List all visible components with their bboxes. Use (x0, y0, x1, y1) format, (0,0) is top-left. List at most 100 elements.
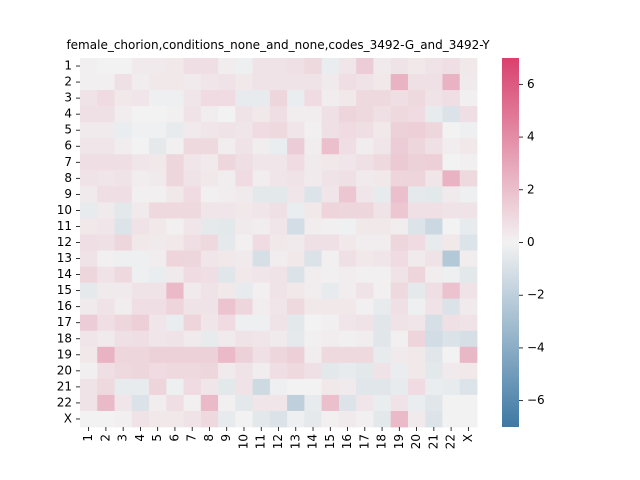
heatmap-cell (321, 122, 340, 139)
heatmap-cell (459, 346, 478, 364)
heatmap-cell (338, 410, 357, 428)
heatmap-cell (321, 202, 340, 219)
heatmap-cell (131, 186, 150, 203)
heatmap-cell (166, 234, 184, 251)
heatmap-cell (442, 378, 461, 396)
heatmap-cell (459, 282, 478, 300)
heatmap-cell (338, 314, 357, 332)
colorbar-tick-label: −6 (527, 393, 545, 407)
heatmap-cell (425, 58, 443, 75)
heatmap-cell (287, 58, 305, 75)
colorbar-tick-label: 0 (527, 235, 535, 249)
heatmap-cell (373, 122, 392, 139)
heatmap-cell (166, 314, 184, 332)
heatmap-cell (425, 202, 443, 219)
heatmap-cell (97, 122, 115, 139)
heatmap-cell (166, 250, 184, 267)
heatmap-cell (149, 314, 167, 332)
heatmap-cell (80, 58, 98, 75)
heatmap-cell (459, 106, 478, 123)
heatmap-cell (407, 234, 426, 251)
heatmap-cell (373, 410, 392, 428)
heatmap-cell (459, 218, 478, 235)
heatmap-cell (166, 202, 184, 219)
heatmap-cell (97, 218, 115, 235)
heatmap-cell (166, 74, 184, 91)
heatmap-cell (80, 410, 98, 428)
heatmap-cell (269, 138, 288, 155)
heatmap-cell (200, 234, 219, 251)
heatmap-cell (269, 314, 288, 332)
y-tick-label: 9 (64, 187, 72, 201)
heatmap-cell (338, 362, 357, 380)
heatmap-cell (390, 314, 409, 332)
x-tick-label: 1 (81, 434, 95, 442)
heatmap-cell (287, 90, 305, 107)
heatmap-cell (114, 170, 133, 187)
heatmap-cell (373, 90, 392, 107)
heatmap-cell (321, 106, 340, 123)
heatmap-cell (183, 122, 202, 139)
heatmap-cell (166, 346, 184, 364)
heatmap-cell (304, 410, 323, 428)
heatmap-cell (218, 410, 236, 428)
heatmap-cell (200, 170, 219, 187)
heatmap-cell (80, 202, 98, 219)
heatmap-cell (252, 154, 271, 171)
heatmap-cell (80, 106, 98, 123)
heatmap-cell (183, 106, 202, 123)
heatmap-cell (149, 122, 167, 139)
heatmap-cell (183, 58, 202, 75)
heatmap-cell (183, 266, 202, 284)
heatmap-cell (390, 202, 409, 219)
heatmap-cell (407, 410, 426, 428)
y-tick-label: 16 (57, 299, 72, 313)
heatmap-cell (166, 266, 184, 284)
heatmap-cell (252, 74, 271, 91)
heatmap-cell (442, 74, 461, 91)
heatmap-cell (269, 410, 288, 428)
x-tick-label: 22 (444, 434, 458, 449)
heatmap-cell (269, 394, 288, 412)
heatmap-cell (425, 170, 443, 187)
heatmap-cell (356, 58, 374, 75)
heatmap-cell (235, 106, 254, 123)
heatmap-cell (304, 362, 323, 380)
heatmap-cell (287, 410, 305, 428)
heatmap-cell (235, 282, 254, 300)
heatmap-cell (407, 202, 426, 219)
heatmap-cell (269, 330, 288, 348)
heatmap-cell (183, 218, 202, 235)
heatmap-cell (80, 122, 98, 139)
heatmap-cell (114, 250, 133, 267)
heatmap-cell (338, 234, 357, 251)
heatmap-cell (373, 266, 392, 284)
heatmap-cell (218, 250, 236, 267)
heatmap-cell (373, 394, 392, 412)
heatmap-cell (114, 138, 133, 155)
heatmap-cell (200, 314, 219, 332)
heatmap-cell (373, 378, 392, 396)
heatmap-cell (131, 314, 150, 332)
x-axis-ticks: 1 2 3 4 5 6 7 8 9 10 11 12 13 14 15 16 17 18 19 20 21 22 X (81, 427, 475, 449)
heatmap-cell (373, 298, 392, 316)
heatmap-cell (183, 154, 202, 171)
heatmap-cell (459, 170, 478, 187)
heatmap-cell (149, 298, 167, 316)
heatmap-cell (149, 410, 167, 428)
heatmap-cell (235, 410, 254, 428)
heatmap-cell (131, 266, 150, 284)
heatmap-cell (149, 58, 167, 75)
heatmap-cell (321, 154, 340, 171)
heatmap-cell (321, 378, 340, 396)
chart-title: female_chorion,conditions_none_and_none,… (66, 38, 490, 52)
heatmap-cell (269, 122, 288, 139)
heatmap-cell (287, 330, 305, 348)
heatmap-cell (269, 170, 288, 187)
heatmap-cell (80, 298, 98, 316)
y-tick-label: 8 (64, 171, 72, 185)
heatmap-cell (321, 362, 340, 380)
heatmap-cell (149, 106, 167, 123)
heatmap-cell (287, 314, 305, 332)
heatmap-cell (200, 202, 219, 219)
